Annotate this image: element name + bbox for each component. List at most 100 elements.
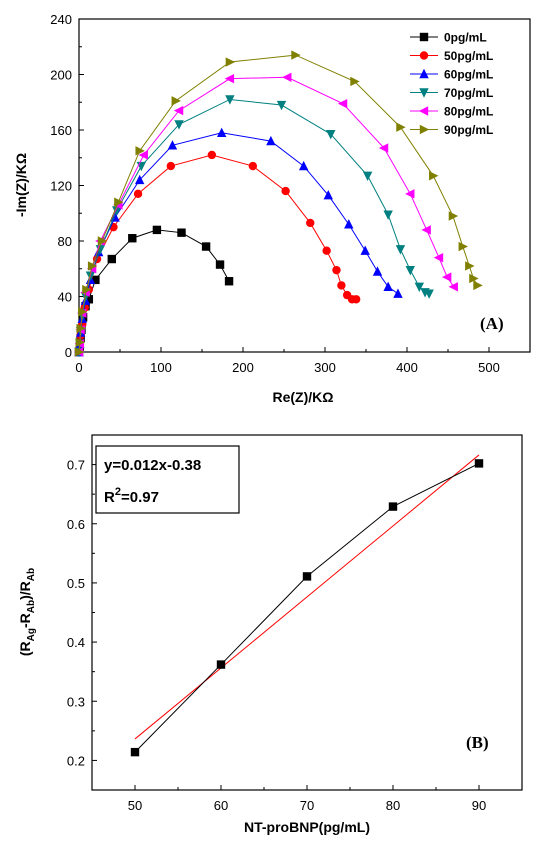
x-axis-label-a: Re(Z)/KΩ bbox=[273, 389, 334, 405]
data-point bbox=[474, 459, 484, 468]
data-point bbox=[167, 140, 178, 150]
panel-label-b: (B) bbox=[466, 733, 489, 752]
data-point bbox=[266, 135, 276, 146]
data-point bbox=[322, 246, 331, 255]
data-point bbox=[372, 266, 383, 276]
data-point bbox=[383, 281, 393, 291]
data-point bbox=[448, 282, 458, 292]
data-point bbox=[130, 747, 140, 757]
legend-label: 50pg/mL bbox=[444, 49, 493, 63]
data-point bbox=[76, 323, 86, 334]
data-point bbox=[177, 228, 186, 237]
data-point bbox=[351, 295, 361, 304]
x-tick-label-a: 400 bbox=[396, 360, 418, 375]
data-point bbox=[91, 275, 100, 285]
data-point bbox=[128, 234, 137, 243]
data-point bbox=[291, 50, 301, 60]
x-axis-label-b: NT-proBNP(pg/mL) bbox=[244, 819, 370, 835]
data-point bbox=[87, 261, 98, 271]
data-point bbox=[441, 272, 452, 282]
x-tick-label-a: 0 bbox=[75, 360, 82, 375]
x-tick-label-a: 200 bbox=[232, 360, 254, 375]
data-point bbox=[75, 337, 86, 347]
r-squared-exp: 2 bbox=[115, 486, 121, 498]
x-tick-label-b: 60 bbox=[214, 798, 228, 813]
legend-marker bbox=[419, 124, 430, 135]
data-point bbox=[201, 242, 211, 251]
data-point bbox=[298, 160, 309, 171]
data-point bbox=[323, 190, 333, 200]
y-tick-label-b: 0.5 bbox=[67, 576, 85, 591]
data-point bbox=[465, 261, 475, 271]
data-point bbox=[74, 347, 85, 357]
y-axis-label-b: (RAg-RAb)/RAb bbox=[17, 568, 37, 656]
legend-marker bbox=[419, 32, 429, 42]
data-point bbox=[383, 210, 393, 220]
data-point bbox=[248, 161, 258, 171]
data-point bbox=[405, 189, 415, 199]
equation-text: y=0.012x-0.38 bbox=[104, 457, 201, 474]
data-point bbox=[337, 98, 348, 109]
data-point bbox=[82, 284, 92, 295]
series-a bbox=[73, 50, 483, 358]
data-point bbox=[173, 105, 184, 116]
data-point bbox=[326, 129, 336, 140]
data-point bbox=[225, 57, 236, 67]
legend-label: 90pg/mL bbox=[444, 123, 493, 137]
data-point bbox=[281, 186, 290, 196]
x-tick-label-b: 70 bbox=[300, 798, 314, 813]
data-point bbox=[134, 174, 145, 185]
legend-marker bbox=[419, 68, 429, 79]
r-squared-text: R2=0.97 bbox=[104, 486, 159, 506]
legend-label: 70pg/mL bbox=[444, 86, 493, 100]
x-tick-label-a: 300 bbox=[314, 360, 336, 375]
data-point bbox=[138, 150, 148, 160]
legend-marker bbox=[419, 88, 429, 98]
panel-label-a: (A) bbox=[480, 314, 504, 333]
y-tick-label-b: 0.2 bbox=[67, 753, 85, 768]
data-point bbox=[429, 171, 439, 181]
data-point bbox=[171, 96, 181, 106]
data-point bbox=[360, 245, 370, 255]
data-point bbox=[174, 120, 184, 130]
series-80pg/mL bbox=[73, 72, 458, 357]
data-point bbox=[225, 95, 235, 105]
data-point bbox=[362, 171, 373, 181]
data-point bbox=[216, 660, 226, 669]
legend-label: 0pg/mL bbox=[444, 31, 487, 45]
y-tick-label-a: 200 bbox=[50, 68, 72, 83]
ticks-b bbox=[92, 434, 480, 790]
data-point bbox=[396, 122, 406, 132]
series-b bbox=[130, 454, 484, 757]
y-tick-label-a: 160 bbox=[50, 123, 72, 138]
y-tick-label-b: 0.7 bbox=[67, 458, 85, 473]
y-tick-label-a: 240 bbox=[50, 12, 72, 27]
x-tick-label-a: 500 bbox=[478, 360, 500, 375]
data-point bbox=[224, 277, 234, 286]
data-point bbox=[302, 572, 312, 581]
x-tick-label-b: 50 bbox=[128, 798, 142, 813]
legend-label: 60pg/mL bbox=[444, 68, 493, 82]
data-point bbox=[414, 282, 424, 292]
r-squared-base: R bbox=[104, 489, 115, 506]
data-point bbox=[332, 265, 341, 275]
data-point bbox=[78, 307, 88, 317]
data-point bbox=[469, 273, 479, 284]
data-point bbox=[112, 206, 122, 216]
y-tick-label-a: 40 bbox=[58, 290, 72, 305]
y-tick-label-b: 0.3 bbox=[67, 694, 85, 709]
data-point bbox=[276, 100, 287, 111]
x-tick-label-a: 100 bbox=[150, 360, 172, 375]
data-point bbox=[393, 288, 403, 298]
y-tick-label-b: 0.6 bbox=[67, 517, 85, 532]
data-point bbox=[133, 189, 143, 199]
x-tick-label-b: 80 bbox=[386, 798, 400, 813]
data-point bbox=[166, 161, 176, 171]
legend-marker bbox=[418, 106, 429, 116]
data-point bbox=[114, 197, 124, 207]
data-point bbox=[306, 218, 315, 228]
data-point bbox=[458, 241, 468, 252]
tick-labels-b: 50 60 70 80 90 0.2 0.3 0.4 0.5 0.6 0.7 bbox=[67, 458, 486, 813]
x-tick-label-b: 90 bbox=[472, 798, 486, 813]
data-point bbox=[405, 265, 415, 276]
